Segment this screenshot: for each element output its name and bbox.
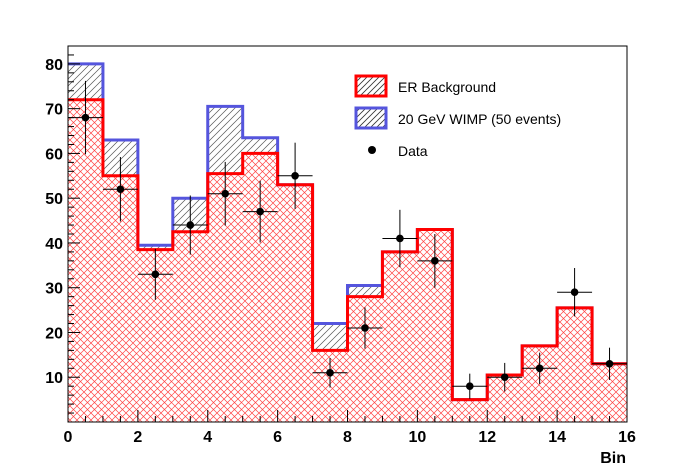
legend: ER Background 20 GeV WIMP (50 events) Da… [354, 74, 561, 159]
legend-label-er-background: ER Background [398, 79, 496, 95]
x-axis-title: Bin [600, 450, 626, 467]
background-bar-6 [277, 184, 313, 422]
background-bar-9 [382, 251, 418, 422]
data-point-6 [291, 172, 299, 180]
legend-label-data: Data [398, 143, 428, 159]
x-tick-label-8: 8 [343, 429, 352, 446]
background-bar-11 [452, 399, 488, 422]
x-tick-label-0: 0 [64, 429, 73, 446]
y-tick-label-40: 40 [45, 236, 63, 253]
wimp-bar-7 [312, 323, 348, 351]
axes: 0 2 4 6 8 10 12 14 16 10 20 30 40 50 60 70 80 [45, 45, 636, 446]
legend-marker-data [368, 146, 376, 154]
x-tick-label-4: 4 [203, 429, 212, 446]
data-point-4 [221, 189, 230, 198]
data-point-5 [256, 207, 264, 216]
data-point-1 [116, 185, 125, 194]
x-tick-label-10: 10 [408, 429, 426, 446]
x-tick-label-16: 16 [618, 429, 636, 446]
y-tick-label-60: 60 [45, 146, 63, 163]
wimp-bar-8 [347, 285, 383, 297]
y-tick-label-10: 10 [45, 370, 63, 387]
background-step-line [68, 98, 627, 402]
data-point-11 [465, 382, 474, 390]
data-point-9 [396, 234, 404, 243]
data-point-12 [500, 373, 509, 382]
legend-swatch-er-background [354, 74, 388, 98]
histogram-outlines [68, 62, 627, 402]
data-point-7 [326, 368, 334, 377]
x-tick-label-14: 14 [548, 429, 566, 446]
data-point-15 [605, 360, 614, 368]
legend-label-wimp: 20 GeV WIMP (50 events) [398, 111, 561, 127]
wimp-bar-2 [137, 245, 173, 250]
data-point-2 [151, 270, 160, 279]
background-bar-3 [172, 231, 208, 422]
x-tick-label-2: 2 [133, 429, 142, 446]
x-tick-label-6: 6 [273, 429, 282, 446]
wimp-bar-5 [242, 137, 278, 154]
data-point-14 [570, 288, 579, 296]
background-bar-14 [557, 307, 593, 422]
y-tick-label-50: 50 [45, 191, 63, 208]
y-tick-label-70: 70 [45, 102, 63, 119]
x-tick-label-12: 12 [478, 429, 496, 446]
y-tick-label-20: 20 [45, 325, 63, 342]
data-point-0 [81, 113, 90, 122]
y-tick-label-80: 80 [45, 57, 63, 74]
data-points [68, 80, 627, 399]
data-point-3 [186, 221, 195, 229]
legend-swatch-wimp [354, 106, 388, 130]
data-point-13 [535, 364, 544, 373]
data-point-8 [361, 324, 369, 332]
data-point-10 [431, 257, 439, 265]
y-tick-label-30: 30 [45, 281, 63, 298]
